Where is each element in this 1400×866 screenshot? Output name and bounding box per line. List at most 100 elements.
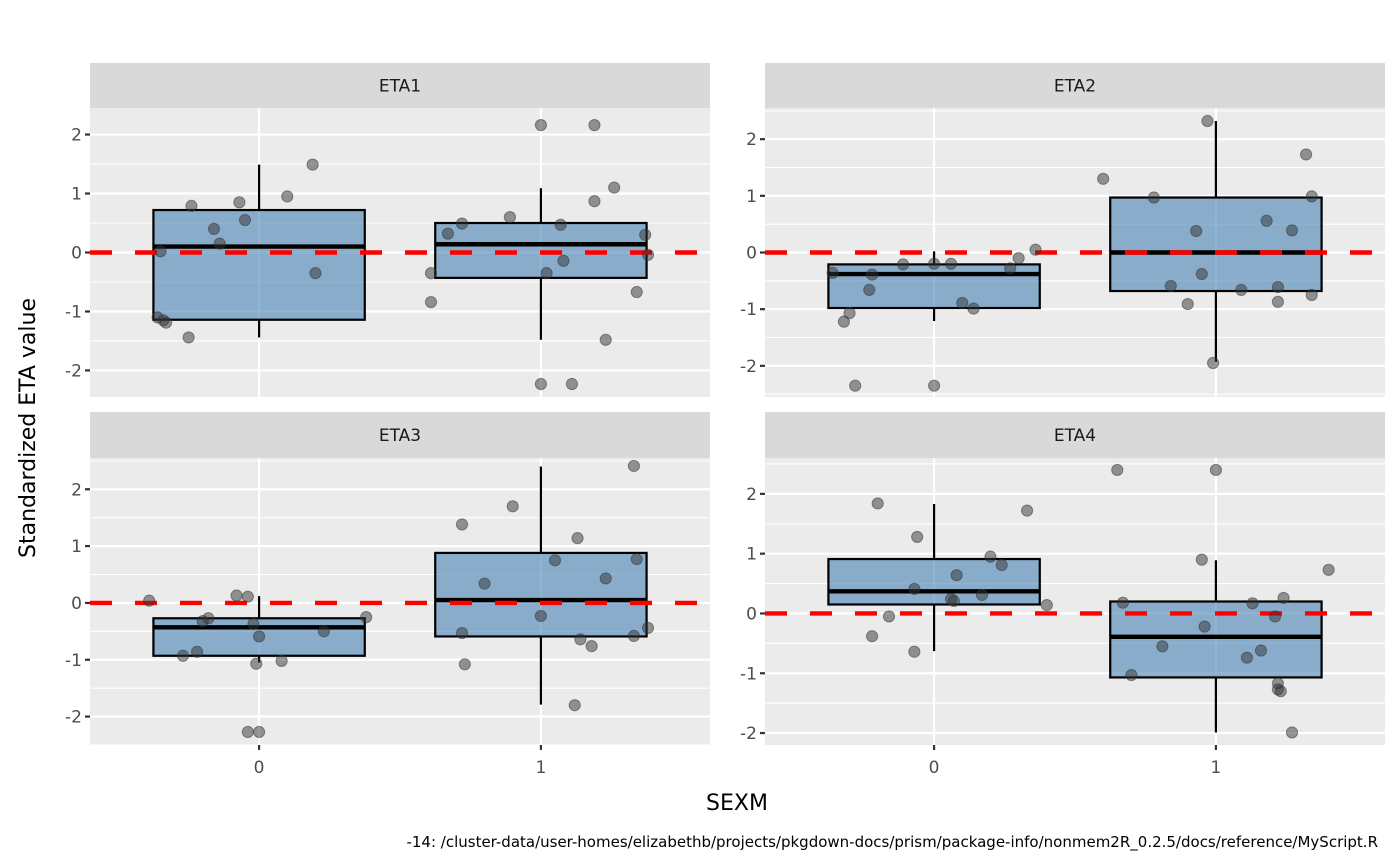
data-point xyxy=(950,569,963,582)
data-point xyxy=(1235,283,1248,296)
data-point xyxy=(826,266,839,279)
data-point xyxy=(1097,172,1110,185)
data-point xyxy=(1156,640,1169,653)
data-point xyxy=(424,267,438,280)
boxplot-group-1 xyxy=(434,466,648,705)
data-point xyxy=(213,237,226,250)
boxplot-group-0 xyxy=(827,504,1041,652)
data-point xyxy=(1246,597,1259,610)
x-axis-title: SEXM xyxy=(706,791,768,816)
y-tick-label: 1 xyxy=(746,187,757,207)
data-point xyxy=(1209,463,1223,477)
data-point xyxy=(927,257,941,270)
boxplot-group-1 xyxy=(1109,121,1323,362)
data-point xyxy=(574,633,587,646)
data-point xyxy=(1322,563,1335,576)
x-tick-label: 1 xyxy=(1210,758,1221,778)
y-tick-label: -1 xyxy=(740,664,757,684)
data-point xyxy=(1198,620,1211,633)
data-point xyxy=(1020,504,1034,517)
data-point xyxy=(554,218,567,231)
data-point xyxy=(863,283,876,296)
data-point xyxy=(565,377,579,391)
y-tick-label: -2 xyxy=(740,724,757,744)
y-tick-label: 2 xyxy=(71,126,82,146)
data-point xyxy=(252,725,266,739)
y-tick-label: -2 xyxy=(65,708,82,728)
data-point xyxy=(455,217,469,230)
data-point xyxy=(641,248,655,261)
y-tick-label: -2 xyxy=(65,361,82,381)
data-point xyxy=(911,530,924,544)
data-point xyxy=(627,629,641,642)
data-point xyxy=(843,307,856,320)
data-point xyxy=(1111,463,1124,477)
data-point xyxy=(1147,191,1161,204)
data-point xyxy=(944,257,958,270)
data-point xyxy=(1125,668,1138,682)
data-point xyxy=(143,594,156,607)
data-point xyxy=(585,640,598,653)
y-tick-label: 0 xyxy=(71,594,82,614)
boxplot-group-0 xyxy=(152,164,366,338)
data-point xyxy=(503,211,517,224)
data-point xyxy=(1190,224,1203,238)
data-point xyxy=(1029,243,1042,256)
y-tick-label: 0 xyxy=(71,244,82,264)
data-point xyxy=(865,268,879,281)
data-point xyxy=(1116,596,1130,609)
data-point xyxy=(548,554,562,567)
facet-panel-eta1: ETA1 -2 -1 0 1 2 xyxy=(65,63,710,397)
data-point xyxy=(1305,190,1318,203)
data-point xyxy=(506,500,519,513)
data-point xyxy=(241,590,254,603)
data-point xyxy=(250,657,263,670)
box-iqr xyxy=(434,551,648,638)
data-point xyxy=(588,119,601,132)
data-point xyxy=(588,195,601,208)
data-point xyxy=(1285,224,1299,237)
y-tick-label: 2 xyxy=(746,485,757,505)
data-point xyxy=(1012,252,1025,265)
data-point xyxy=(956,296,969,310)
data-point xyxy=(360,611,373,624)
data-point xyxy=(190,645,204,658)
data-point xyxy=(865,630,879,643)
box-iqr xyxy=(827,557,1041,606)
data-point xyxy=(1040,598,1053,612)
data-point xyxy=(281,190,294,203)
data-point xyxy=(534,609,548,623)
data-point xyxy=(599,333,612,346)
data-point xyxy=(306,158,319,171)
data-point xyxy=(275,654,288,667)
data-point xyxy=(568,699,581,712)
facet-strip xyxy=(765,63,1385,108)
data-point xyxy=(1271,280,1285,294)
data-point xyxy=(159,316,173,329)
data-point xyxy=(927,379,941,392)
data-point xyxy=(230,589,243,602)
data-point xyxy=(571,532,584,545)
data-point xyxy=(233,196,246,209)
data-point xyxy=(908,645,921,658)
data-point xyxy=(639,228,652,241)
y-tick-label: -1 xyxy=(65,651,82,671)
boxplot-group-0 xyxy=(827,251,1041,322)
data-point xyxy=(441,227,455,240)
data-point xyxy=(458,658,471,671)
data-point xyxy=(238,213,252,227)
data-point xyxy=(185,199,198,213)
facet-strip-label: ETA3 xyxy=(379,426,421,446)
data-point xyxy=(1164,279,1177,293)
data-point xyxy=(1274,685,1287,698)
data-point xyxy=(1305,288,1318,302)
data-point xyxy=(176,649,190,662)
data-point xyxy=(534,377,548,391)
data-point xyxy=(154,245,167,258)
data-point xyxy=(1277,591,1290,605)
y-tick-label: 0 xyxy=(746,604,757,624)
data-point xyxy=(557,254,570,267)
y-tick-label: 1 xyxy=(71,185,82,205)
y-tick-label: 2 xyxy=(71,480,82,500)
